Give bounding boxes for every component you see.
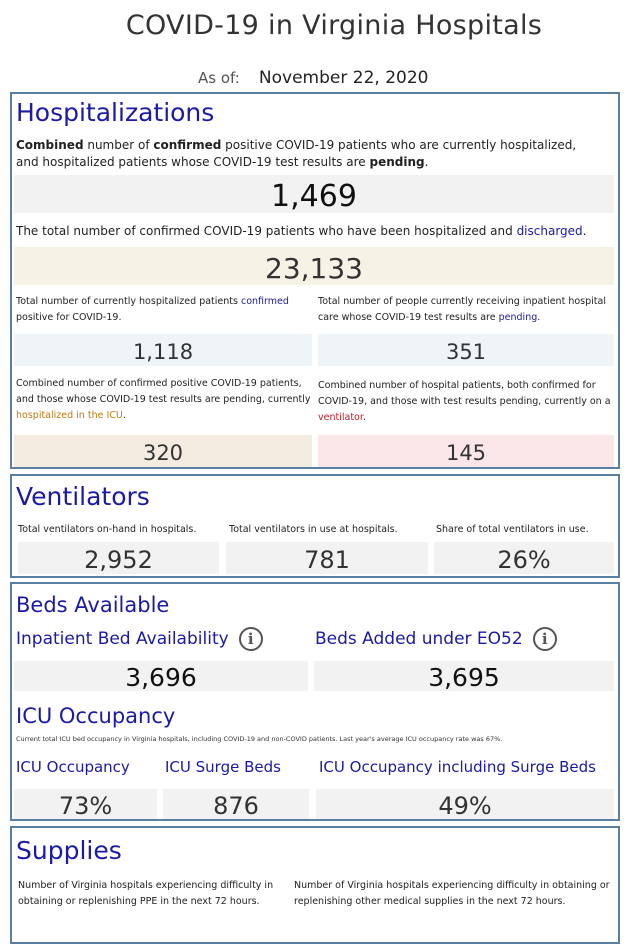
beds-panel: Beds Available Inpatient Bed Availabilit…	[10, 582, 620, 821]
icu-occupancy-value: 73%	[14, 789, 157, 820]
as-of-line: As of: November 22, 2020	[198, 68, 428, 88]
icu-incl-surge-value: 49%	[316, 789, 614, 820]
other-supplies-description: Number of Virginia hospitals experiencin…	[294, 880, 610, 907]
eo52-value: 3,695	[314, 661, 614, 692]
icu-occupancy-label: ICU Occupancy	[16, 758, 130, 776]
inpatient-bed-label: Inpatient Bed Availability i	[16, 627, 263, 651]
icu-heading: ICU Occupancy	[16, 704, 176, 728]
eo52-label: Beds Added under EO52 i	[315, 627, 557, 651]
as-of-label: As of:	[198, 69, 240, 87]
ventilators-panel: Ventilators Total ventilators on-hand in…	[10, 474, 620, 578]
discharged-description: The total number of confirmed COVID-19 p…	[16, 224, 587, 238]
vent-onhand-label: Total ventilators on-hand in hospitals.	[18, 524, 197, 535]
page-title: COVID-19 in Virginia Hospitals	[125, 10, 543, 41]
ppe-description: Number of Virginia hospitals experiencin…	[18, 880, 274, 907]
beds-heading: Beds Available	[16, 593, 170, 617]
info-icon[interactable]: i	[532, 627, 557, 651]
supplies-heading: Supplies	[16, 836, 122, 865]
supplies-panel: Supplies Number of Virginia hospitals ex…	[10, 826, 620, 944]
info-icon[interactable]: i	[238, 627, 263, 651]
icu-description: Combined number of confirmed positive CO…	[16, 378, 311, 421]
ventilators-heading: Ventilators	[16, 482, 150, 511]
vent-inuse-label: Total ventilators in use at hospitals.	[229, 524, 398, 535]
discharged-value: 23,133	[14, 247, 614, 285]
hospitalizations-panel: Hospitalizations Combined number of conf…	[10, 92, 620, 469]
vent-share-value: 26%	[434, 542, 614, 574]
icu-surge-value: 876	[163, 789, 309, 820]
ventilator-description: Combined number of hospital patients, bo…	[318, 380, 611, 423]
ventilator-value: 145	[318, 435, 614, 467]
combined-description: Combined number of confirmed positive CO…	[16, 138, 577, 169]
pending-description: Total number of people currently receivi…	[318, 296, 606, 323]
confirmed-value: 1,118	[14, 334, 312, 366]
vent-share-label: Share of total ventilators in use.	[436, 524, 589, 535]
pending-value: 351	[318, 334, 614, 366]
icu-description: Current total ICU bed occupancy in Virgi…	[16, 735, 503, 743]
icu-value: 320	[14, 435, 312, 467]
icu-surge-label: ICU Surge Beds	[165, 758, 281, 776]
hospitalizations-heading: Hospitalizations	[16, 98, 215, 127]
inpatient-bed-value: 3,696	[14, 661, 308, 692]
icu-incl-surge-label: ICU Occupancy including Surge Beds	[319, 758, 596, 776]
vent-onhand-value: 2,952	[18, 542, 219, 574]
confirmed-description: Total number of currently hospitalized p…	[16, 296, 289, 323]
combined-value: 1,469	[14, 175, 614, 214]
vent-inuse-value: 781	[226, 542, 428, 574]
as-of-date: November 22, 2020	[258, 68, 429, 88]
